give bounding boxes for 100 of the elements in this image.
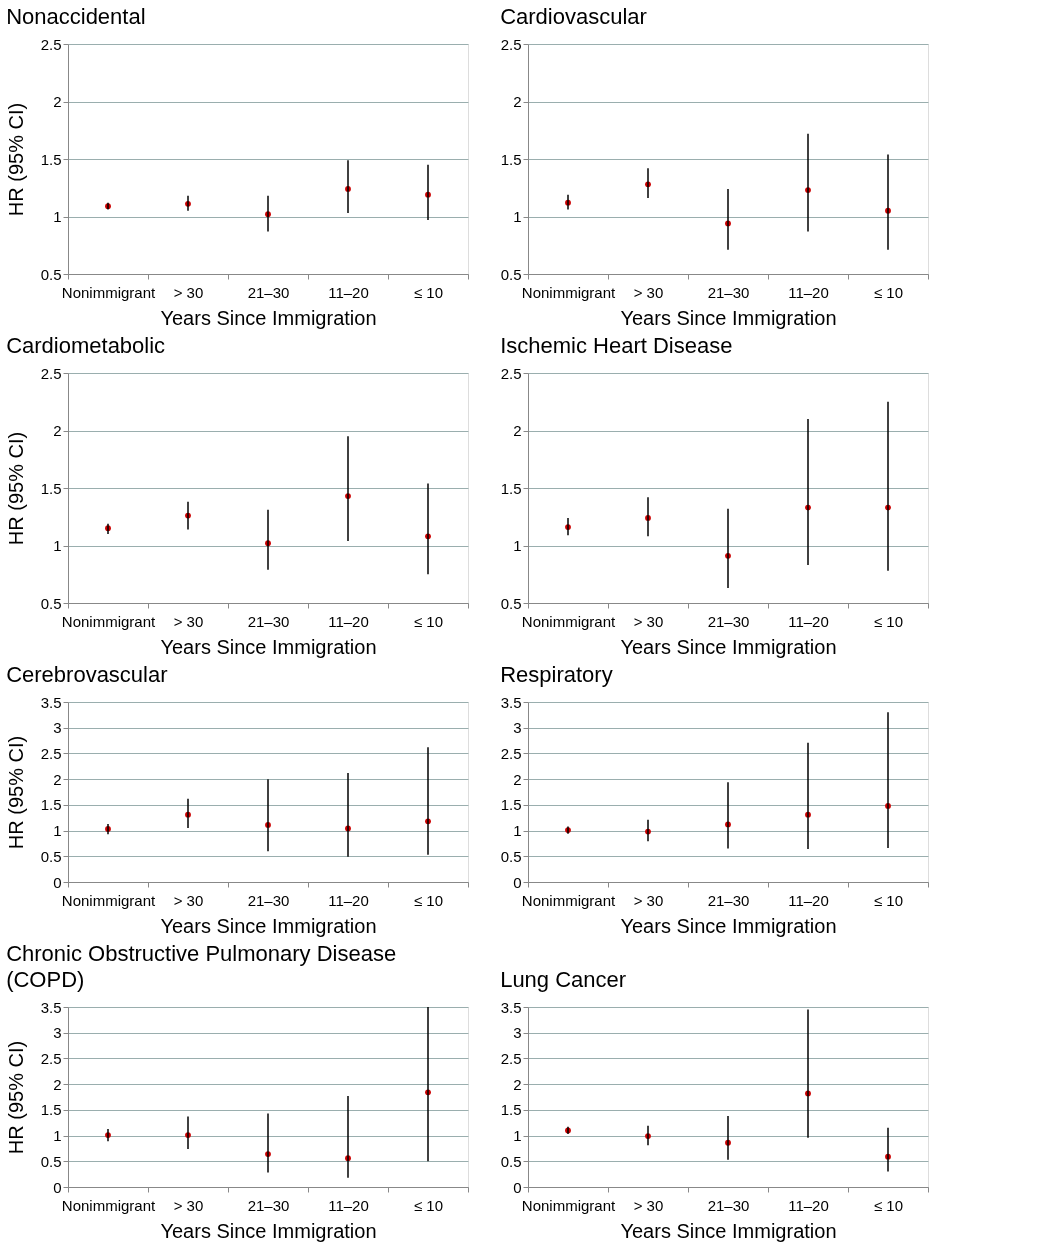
y-tick-label: 2: [513, 770, 522, 788]
x-tick-label: Nonimmigrant: [61, 612, 157, 630]
x-tick-label: 21–30: [707, 612, 750, 630]
y-tick-label: 2: [53, 1075, 62, 1093]
chart-title: Lung Cancer: [500, 967, 627, 992]
y-tick-label: 2.5: [500, 35, 522, 53]
x-axis-title: Years Since Immigration: [160, 914, 377, 937]
y-tick-label: 0.5: [500, 1152, 522, 1170]
y-tick-label: 1.5: [40, 150, 62, 168]
x-tick-label: ≤ 10: [413, 1196, 444, 1214]
chart-title: Cerebrovascular: [6, 662, 168, 687]
y-tick-label: 1: [513, 537, 522, 554]
y-tick-label: 2: [53, 770, 62, 788]
y-tick-label: 3.5: [40, 693, 62, 711]
y-tick-label: 1.5: [500, 796, 522, 814]
x-tick-label: Nonimmigrant: [521, 1196, 617, 1214]
y-tick-label: 2: [53, 422, 62, 439]
y-tick-label: 0.5: [40, 265, 62, 283]
y-tick-label: 1: [53, 822, 62, 840]
y-tick-label: 1: [513, 822, 522, 840]
x-axis-title: Years Since Immigration: [160, 306, 377, 329]
x-tick-label: Nonimmigrant: [61, 1196, 157, 1214]
y-tick-label: 1.5: [40, 479, 62, 497]
x-tick-label: ≤ 10: [873, 283, 904, 301]
chart-title: Respiratory: [500, 662, 613, 687]
y-tick-label: 0.5: [500, 265, 522, 283]
y-tick-label: 2.5: [500, 744, 522, 762]
x-tick-label: > 30: [173, 283, 204, 301]
chart-title: Chronic Obstructive Pulmonary Disease (COPD): [6, 941, 397, 992]
x-tick-label: > 30: [633, 612, 664, 630]
chart-title: Cardiometabolic: [6, 333, 166, 358]
y-tick-label: 2: [513, 422, 522, 439]
x-tick-label: ≤ 10: [873, 612, 904, 630]
x-tick-label: Nonimmigrant: [521, 283, 617, 301]
x-tick-label: > 30: [633, 891, 664, 909]
y-tick-label: 0: [53, 873, 62, 891]
y-tick-label: 1.5: [40, 1101, 62, 1119]
y-tick-label: 2.5: [40, 1049, 62, 1067]
y-tick-label: 0.5: [40, 1152, 62, 1170]
y-tick-label: 3: [513, 1024, 522, 1042]
y-axis-title: HR (95% CI): [4, 735, 27, 850]
y-tick-label: 0: [513, 873, 522, 891]
x-tick-label: Nonimmigrant: [61, 891, 157, 909]
y-tick-label: 1: [513, 1127, 522, 1145]
x-axis-title: Years Since Immigration: [620, 306, 837, 329]
x-axis-title: Years Since Immigration: [620, 914, 837, 937]
x-tick-label: ≤ 10: [413, 891, 444, 909]
y-tick-label: 1.5: [500, 1101, 522, 1119]
y-tick-label: 3: [53, 1024, 62, 1042]
y-tick-label: 0.5: [40, 594, 62, 612]
x-tick-label: ≤ 10: [873, 1196, 904, 1214]
x-tick-label: > 30: [173, 891, 204, 909]
chart-title: Cardiovascular: [500, 4, 647, 29]
y-tick-label: 2.5: [500, 364, 522, 382]
x-tick-label: 11–20: [788, 1196, 829, 1214]
x-tick-label: Nonimmigrant: [61, 283, 157, 301]
chart-title: Nonaccidental: [6, 4, 146, 29]
y-tick-label: 1: [53, 537, 62, 554]
y-tick-label: 1.5: [500, 150, 522, 168]
y-tick-label: 2: [513, 93, 522, 110]
x-tick-label: Nonimmigrant: [521, 612, 617, 630]
y-tick-label: 3.5: [500, 998, 522, 1016]
x-tick-label: 21–30: [247, 283, 290, 301]
y-tick-label: 0: [53, 1178, 62, 1196]
y-tick-label: 1: [513, 208, 522, 225]
y-tick-label: 3.5: [500, 693, 522, 711]
y-tick-label: 2: [513, 1075, 522, 1093]
x-tick-label: 11–20: [788, 891, 829, 909]
x-tick-label: 21–30: [707, 891, 750, 909]
y-tick-label: 1.5: [500, 479, 522, 497]
y-axis-title: HR (95% CI): [4, 102, 27, 217]
chart-title: Ischemic Heart Disease: [500, 333, 733, 358]
y-tick-label: 3: [53, 719, 62, 737]
x-tick-label: 21–30: [247, 1196, 290, 1214]
y-tick-label: 1: [53, 1127, 62, 1145]
x-tick-label: ≤ 10: [873, 891, 904, 909]
y-tick-label: 1.5: [40, 796, 62, 814]
x-tick-label: 21–30: [247, 612, 290, 630]
x-tick-label: 11–20: [328, 1196, 369, 1214]
x-tick-label: 11–20: [788, 612, 829, 630]
x-tick-label: > 30: [173, 612, 204, 630]
y-tick-label: 2.5: [40, 35, 62, 53]
x-axis-title: Years Since Immigration: [160, 635, 377, 658]
x-axis-title: Years Since Immigration: [160, 1219, 377, 1242]
x-tick-label: ≤ 10: [413, 283, 444, 301]
y-tick-label: 1: [53, 208, 62, 225]
y-tick-label: 2: [53, 93, 62, 110]
x-tick-label: 11–20: [328, 612, 369, 630]
x-tick-label: > 30: [633, 1196, 664, 1214]
x-axis-title: Years Since Immigration: [620, 1219, 837, 1242]
x-tick-label: 21–30: [707, 1196, 750, 1214]
x-tick-label: Nonimmigrant: [521, 891, 617, 909]
y-tick-label: 2.5: [500, 1049, 522, 1067]
y-tick-label: 2.5: [40, 744, 62, 762]
y-tick-label: 2.5: [40, 364, 62, 382]
x-tick-label: 21–30: [707, 283, 750, 301]
y-tick-label: 0.5: [500, 594, 522, 612]
x-tick-label: 21–30: [247, 891, 290, 909]
y-axis-title: HR (95% CI): [4, 431, 27, 546]
y-tick-label: 0: [513, 1178, 522, 1196]
